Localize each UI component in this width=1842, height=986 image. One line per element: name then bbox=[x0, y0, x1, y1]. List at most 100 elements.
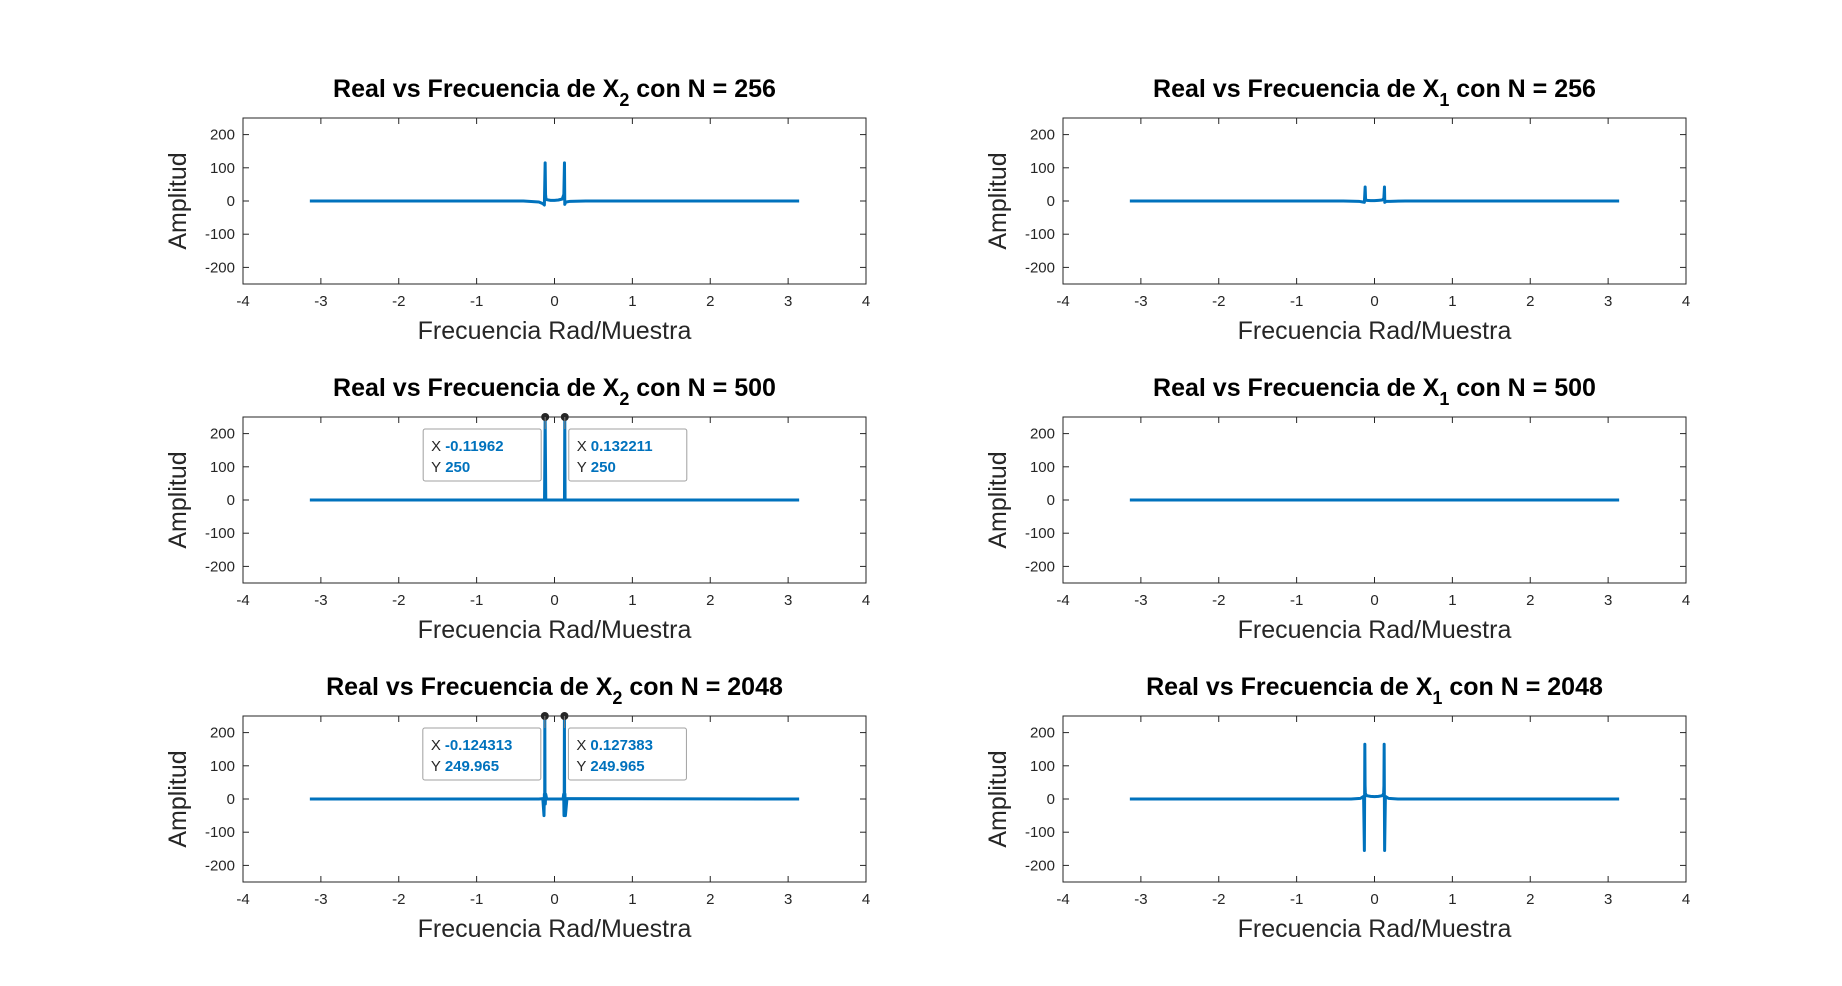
x-tick-label: 3 bbox=[784, 592, 792, 609]
datatip-y-label: Y bbox=[431, 758, 441, 775]
datatip-x: X 0.132211 bbox=[577, 438, 653, 455]
datatip-y-value: 249.965 bbox=[590, 758, 644, 775]
y-tick-label: 100 bbox=[1030, 160, 1055, 177]
x-tick-label: 2 bbox=[1526, 592, 1534, 609]
x-tick-label: 3 bbox=[1604, 592, 1612, 609]
y-tick-label: 0 bbox=[227, 492, 235, 509]
y-tick-label: -200 bbox=[205, 857, 235, 874]
x-tick-label: 3 bbox=[1604, 293, 1612, 310]
x-tick-label: 4 bbox=[1682, 293, 1690, 310]
y-axis-label: Amplitud bbox=[984, 152, 1012, 249]
y-tick-label: 0 bbox=[1047, 492, 1055, 509]
x-tick-label: -3 bbox=[314, 293, 327, 310]
x-tick-label: -4 bbox=[236, 293, 249, 310]
datatip-y: Y 249.965 bbox=[576, 758, 644, 775]
datatip-x-value: -0.11962 bbox=[445, 438, 503, 455]
x-tick-label: -4 bbox=[1056, 891, 1069, 908]
x-tick-label: -3 bbox=[1134, 293, 1147, 310]
x-tick-label: 0 bbox=[550, 293, 558, 310]
y-tick-label: 200 bbox=[1030, 426, 1055, 443]
y-tick-label: -200 bbox=[1025, 857, 1055, 874]
x-tick-label: 1 bbox=[1448, 891, 1456, 908]
y-tick-label: -100 bbox=[205, 226, 235, 243]
subplot-5: Real vs Frecuencia de X2 con N = 2048-4-… bbox=[164, 673, 870, 943]
title-main: Real vs Frecuencia de X bbox=[1153, 374, 1440, 402]
y-axis-label: Amplitud bbox=[164, 451, 192, 548]
title-subscript: 2 bbox=[619, 389, 629, 409]
x-tick-label: 0 bbox=[1370, 891, 1378, 908]
subplot-1: Real vs Frecuencia de X2 con N = 256-4 -3… bbox=[164, 75, 870, 345]
datatip-x-value: -0.124313 bbox=[445, 737, 513, 754]
y-axis-label: Amplitud bbox=[164, 152, 192, 249]
x-tick-label: 4 bbox=[862, 293, 870, 310]
x-tick-label: 0 bbox=[1370, 592, 1378, 609]
series-line-1 bbox=[309, 161, 800, 207]
y-tick-label: 100 bbox=[1030, 758, 1055, 775]
y-axis-label: Amplitud bbox=[984, 451, 1012, 548]
y-tick-label: -200 bbox=[205, 558, 235, 575]
title-main: Real vs Frecuencia de X bbox=[326, 673, 613, 701]
datatip-x: X -0.11962 bbox=[431, 438, 503, 455]
title-main: Real vs Frecuencia de X bbox=[1153, 75, 1440, 103]
x-axis-label: Frecuencia Rad/Muestra bbox=[1238, 616, 1512, 644]
y-tick-label: -100 bbox=[1025, 226, 1055, 243]
x-tick-label: 0 bbox=[550, 891, 558, 908]
x-axis-label: Frecuencia Rad/Muestra bbox=[1238, 317, 1512, 345]
x-tick-label: 1 bbox=[1448, 293, 1456, 310]
series-line-1 bbox=[309, 714, 800, 818]
y-tick-label: 200 bbox=[210, 426, 235, 443]
y-tick-label: 0 bbox=[1047, 193, 1055, 210]
x-tick-label: 2 bbox=[706, 293, 714, 310]
datatip-x-label: X bbox=[431, 737, 441, 754]
y-tick-label: 0 bbox=[227, 193, 235, 210]
datatip-box bbox=[422, 428, 542, 482]
y-tick-label: -100 bbox=[1025, 824, 1055, 841]
title-main: Real vs Frecuencia de X bbox=[333, 75, 620, 103]
title-subscript: 1 bbox=[1439, 389, 1449, 409]
datatip-y-label: Y bbox=[431, 459, 441, 476]
y-tick-label: -200 bbox=[1025, 259, 1055, 276]
x-tick-label: 4 bbox=[862, 592, 870, 609]
datatip-x-value: 0.127383 bbox=[590, 737, 653, 754]
y-tick-label: 100 bbox=[210, 758, 235, 775]
y-tick-label: -100 bbox=[205, 824, 235, 841]
x-axis-label: Frecuencia Rad/Muestra bbox=[1238, 915, 1512, 943]
x-tick-label: -3 bbox=[314, 891, 327, 908]
datatip-x: X -0.124313 bbox=[431, 737, 513, 754]
x-tick-label: 3 bbox=[784, 293, 792, 310]
title-main: Real vs Frecuencia de X bbox=[1146, 673, 1433, 701]
x-tick-label: -4 bbox=[236, 891, 249, 908]
x-tick-label: -1 bbox=[470, 891, 483, 908]
x-tick-label: 4 bbox=[1682, 891, 1690, 908]
title-subscript: 1 bbox=[1439, 90, 1449, 110]
datatip-x-label: X bbox=[431, 438, 441, 455]
x-tick-label: -2 bbox=[392, 592, 405, 609]
datatip-y: Y 250 bbox=[431, 459, 470, 476]
y-tick-label: -200 bbox=[205, 259, 235, 276]
datatip-box bbox=[422, 727, 542, 781]
subplot-3: Real vs Frecuencia de X2 con N = 500-4 -3… bbox=[164, 374, 870, 644]
chart-title: Real vs Frecuencia de X2 con N = 2048 bbox=[326, 673, 783, 708]
datatip-x: X 0.127383 bbox=[576, 737, 653, 754]
title-subscript: 2 bbox=[612, 688, 622, 708]
title-subscript: 2 bbox=[619, 90, 629, 110]
series-line-1 bbox=[309, 415, 800, 502]
x-tick-label: 3 bbox=[784, 891, 792, 908]
x-tick-label: 2 bbox=[706, 891, 714, 908]
x-tick-label: -2 bbox=[1212, 592, 1225, 609]
subplot-4: Real vs Frecuencia de X1 con N = 500-4 -3… bbox=[984, 374, 1690, 644]
y-tick-label: 0 bbox=[1047, 791, 1055, 808]
y-axis-label: Amplitud bbox=[164, 750, 192, 847]
y-tick-label: 100 bbox=[1030, 459, 1055, 476]
y-tick-label: 200 bbox=[1030, 725, 1055, 742]
x-tick-label: -4 bbox=[1056, 592, 1069, 609]
datatip-y-value: 250 bbox=[591, 459, 616, 476]
title-tail: con N = 500 bbox=[1449, 374, 1596, 402]
x-tick-label: 1 bbox=[1448, 592, 1456, 609]
datatip-x-value: 0.132211 bbox=[591, 438, 653, 455]
x-tick-label: 4 bbox=[862, 891, 870, 908]
x-tick-label: -2 bbox=[392, 891, 405, 908]
x-axis-label: Frecuencia Rad/Muestra bbox=[418, 616, 692, 644]
datatip-box bbox=[567, 727, 687, 781]
x-tick-label: -3 bbox=[1134, 592, 1147, 609]
